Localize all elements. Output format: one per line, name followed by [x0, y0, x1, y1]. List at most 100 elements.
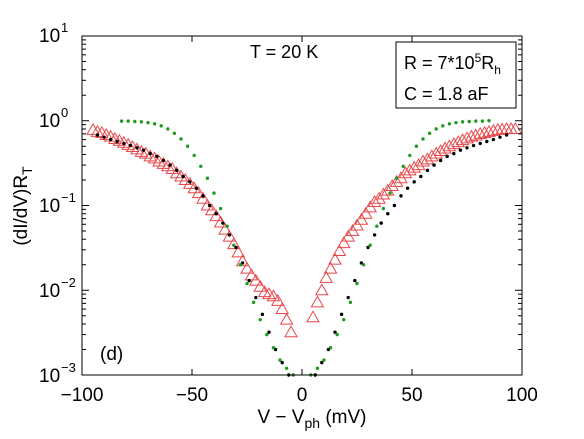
data-point: [194, 186, 199, 190]
parameter-resistance-pre: R = 7*10: [404, 53, 475, 73]
data-point: [375, 224, 379, 228]
data-point: [310, 295, 325, 308]
y-tick-label: 10 −1: [39, 190, 76, 217]
data-point: [209, 209, 224, 222]
data-point: [222, 229, 237, 242]
data-point: [319, 270, 334, 283]
parameter-resistance-tail: R: [481, 53, 494, 73]
data-point: [201, 194, 205, 198]
data-point: [148, 151, 152, 156]
data-point: [368, 243, 372, 247]
data-point: [238, 263, 243, 267]
parameter-resistance-exp: 5: [475, 51, 482, 65]
data-point: [491, 137, 496, 142]
y-tick-label-base: 10: [39, 26, 60, 47]
data-point: [253, 279, 268, 292]
data-point: [478, 141, 482, 146]
data-point: [95, 133, 100, 137]
data-point: [425, 168, 430, 173]
data-point: [333, 330, 337, 334]
data-point: [342, 317, 346, 322]
data-point: [376, 187, 391, 200]
data-point: [185, 144, 190, 148]
data-point: [485, 139, 489, 144]
y-axis-title: (dI/dV)RT: [11, 166, 35, 246]
data-point: [394, 176, 399, 180]
data-point: [284, 325, 298, 338]
data-point: [471, 143, 476, 148]
data-point: [102, 135, 106, 139]
data-point: [146, 120, 150, 125]
data-point: [152, 122, 157, 126]
y-tick-label: 10 −2: [39, 275, 76, 302]
data-point: [141, 148, 146, 152]
data-point: [245, 281, 249, 286]
data-point: [399, 194, 403, 198]
y-axis-title-main: (dI/dV)R: [11, 175, 32, 246]
data-point: [133, 119, 137, 124]
y-tick-label-base: 10: [39, 366, 60, 387]
x-axis-title: V − Vph (mV): [257, 407, 366, 431]
data-point: [401, 164, 405, 169]
data-point: [405, 186, 410, 190]
data-point: [139, 120, 144, 124]
data-point: [350, 218, 364, 231]
data-point: [226, 237, 241, 250]
data-point: [240, 261, 254, 274]
data-point: [232, 243, 236, 247]
data-point: [225, 224, 229, 228]
data-point: [477, 125, 492, 138]
data-point: [460, 131, 474, 144]
plot-series: [86, 119, 523, 377]
data-point: [166, 127, 170, 131]
data-point: [454, 120, 458, 125]
data-point: [244, 268, 259, 281]
data-point: [389, 174, 404, 187]
temperature-annotation: T = 20 K: [250, 42, 318, 62]
parameter-box: R = 7*105Rh C = 1.8 aF: [395, 41, 517, 109]
data-point: [468, 128, 483, 141]
data-point: [315, 366, 320, 370]
data-point: [346, 295, 350, 300]
data-point: [212, 191, 216, 195]
data-point: [178, 172, 193, 185]
data-point: [451, 135, 466, 148]
data-point: [474, 119, 478, 123]
data-point: [504, 133, 509, 137]
data-point: [126, 119, 130, 123]
data-point: [381, 206, 386, 211]
data-point: [408, 153, 412, 158]
data-point: [108, 137, 113, 142]
data-point: [332, 244, 347, 257]
data-point: [458, 148, 463, 152]
data-point: [270, 293, 285, 306]
data-point: [432, 163, 436, 167]
data-point: [445, 154, 449, 159]
data-point: [367, 194, 382, 207]
data-point: [172, 131, 177, 136]
data-point: [115, 139, 119, 144]
data-point: [254, 295, 258, 300]
y-axis-title-sub: T: [19, 166, 35, 175]
data-point: [251, 300, 256, 305]
data-point: [128, 143, 133, 148]
y-tick-label: 10 −3: [39, 360, 76, 387]
y-tick-label-exp: −1: [61, 190, 76, 205]
data-point: [191, 186, 206, 199]
series-3: [119, 119, 491, 377]
data-point: [221, 221, 225, 225]
y-tick-label-exp: 0: [61, 105, 68, 120]
data-point: [467, 119, 471, 124]
data-point: [161, 158, 166, 163]
data-point: [179, 137, 183, 141]
data-point: [196, 191, 210, 204]
data-point: [205, 176, 210, 180]
data-point: [452, 151, 456, 156]
data-point: [460, 120, 465, 124]
x-axis-title-sub: ph: [304, 415, 320, 431]
data-point: [271, 345, 276, 350]
data-point: [265, 332, 269, 337]
data-point: [214, 212, 218, 216]
data-point: [386, 212, 390, 216]
